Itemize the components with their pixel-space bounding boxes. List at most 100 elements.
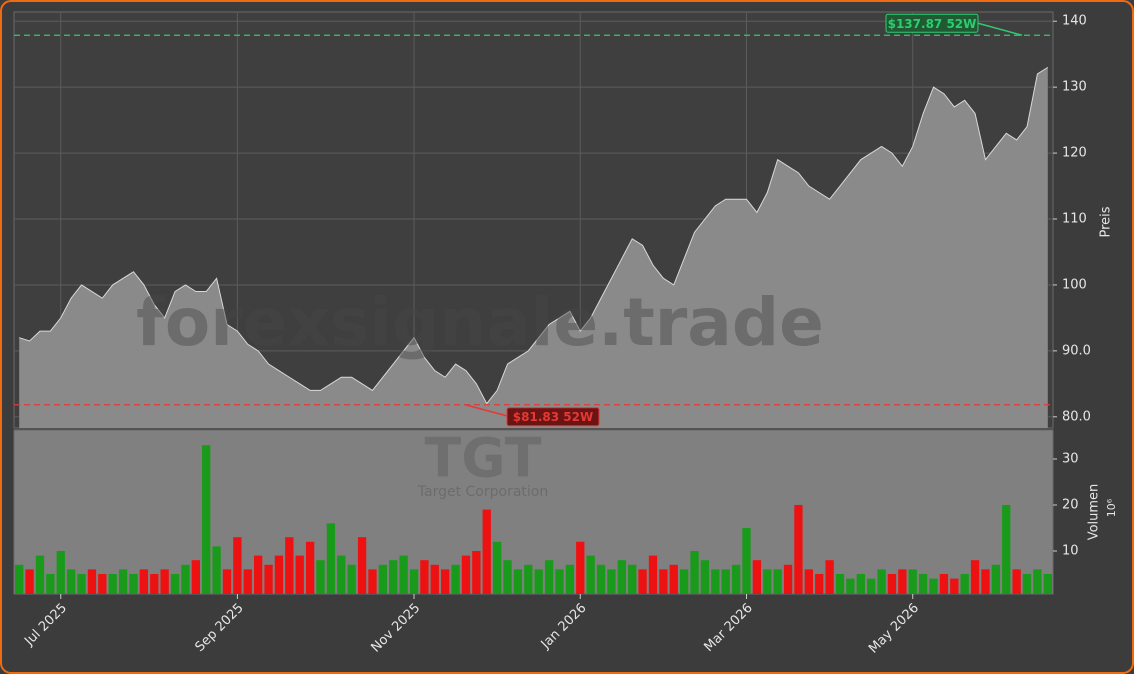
volume-bar <box>139 569 149 594</box>
volume-bar <box>731 564 741 594</box>
volume-bar <box>150 573 159 594</box>
price-line <box>19 66 1049 405</box>
volume-bar <box>887 573 897 594</box>
y-tick-label: 80.0 <box>1062 409 1091 424</box>
annotation-label: $81.83 52W <box>513 410 593 424</box>
volume-bar <box>1002 504 1011 594</box>
volume-bar <box>378 564 388 594</box>
volume-bar <box>233 537 242 594</box>
annotation-arrow <box>977 22 1023 36</box>
volume-bar <box>835 573 845 594</box>
volume-bar <box>35 555 45 594</box>
watermark: forexsignale.trade <box>136 284 824 361</box>
volume-bar <box>254 555 263 594</box>
volume-bar <box>908 569 917 594</box>
volume-bar <box>534 569 543 594</box>
volume-bar <box>877 569 886 594</box>
volume-bar <box>409 569 419 594</box>
y-axis-label: Volumen <box>1087 484 1102 541</box>
volume-bar <box>222 569 232 594</box>
volume-bar <box>804 569 813 594</box>
volume-bar <box>243 569 252 594</box>
volume-bar <box>648 555 658 594</box>
volume-bar <box>898 569 907 594</box>
volume-bar <box>191 560 200 594</box>
volume-bar <box>669 564 678 594</box>
volume-bar <box>773 569 782 594</box>
y-tick-label: 110 <box>1062 212 1087 227</box>
volume-bar <box>929 578 938 594</box>
volume-bar <box>617 560 626 594</box>
volume-bar <box>960 573 969 594</box>
volume-bar <box>950 578 959 594</box>
volume-bar <box>555 569 564 594</box>
volume-bar <box>711 569 720 594</box>
volume-bar <box>939 573 949 594</box>
volume-bar <box>700 560 710 594</box>
volume-bar <box>181 564 190 594</box>
y-tick-label: 100 <box>1062 277 1087 292</box>
volume-bar <box>1012 569 1021 594</box>
y-axis-unit: 10⁶ <box>1105 498 1118 517</box>
volume-bar <box>628 564 637 594</box>
volume-bar <box>56 550 65 594</box>
volume-bar <box>160 569 169 594</box>
y-tick-label: 10 <box>1062 543 1079 558</box>
volume-bar <box>763 569 772 594</box>
volume-bar <box>638 569 647 594</box>
volume-bar <box>98 573 107 594</box>
volume-bar <box>66 569 76 594</box>
volume-bar <box>295 555 304 594</box>
volume-bar <box>337 555 346 594</box>
volume-bar <box>918 573 928 594</box>
volume-bar <box>544 560 554 594</box>
volume-bar <box>1022 573 1032 594</box>
subtitle: Target Corporation <box>417 484 548 500</box>
volume-bar <box>25 569 34 594</box>
annotation-box <box>506 407 600 427</box>
volume-bar <box>482 509 491 594</box>
volume-bar <box>794 504 803 594</box>
y-tick-label: 120 <box>1062 146 1087 161</box>
volume-bar <box>326 523 336 594</box>
volume-bar <box>357 537 367 594</box>
volume-bar <box>46 573 55 594</box>
volume-bar <box>430 564 439 594</box>
annotation-box <box>885 13 979 33</box>
volume-bar <box>368 569 377 594</box>
volume-bar <box>679 569 689 594</box>
volume-bar <box>420 560 429 594</box>
volume-bar <box>596 564 606 594</box>
volume-bar <box>264 564 273 594</box>
volume-bar <box>274 555 284 594</box>
volume-bar <box>492 541 502 594</box>
volume-bar <box>399 555 408 594</box>
volume-bar <box>607 569 616 594</box>
volume-bar <box>77 573 86 594</box>
y-axis-label: Preis <box>1099 206 1114 237</box>
volume-bar <box>316 560 325 594</box>
y-tick-label: 140 <box>1062 14 1087 29</box>
volume-bar <box>389 560 398 594</box>
volume-bar <box>285 537 294 594</box>
volume-bar <box>856 573 865 594</box>
volume-bar <box>170 573 180 594</box>
volume-bar <box>752 560 762 594</box>
volume-bar <box>991 564 1001 594</box>
volume-bar <box>503 560 512 594</box>
volume-bar <box>825 560 834 594</box>
volume-bar <box>721 569 730 594</box>
volume-bar <box>659 569 668 594</box>
volume-bar <box>108 573 117 594</box>
volume-bar <box>846 578 855 594</box>
y-tick-label: 20 <box>1062 497 1079 512</box>
volume-bar <box>690 550 699 594</box>
volume-bar <box>742 527 751 594</box>
volume-bar <box>451 564 460 594</box>
volume-bar <box>347 564 356 594</box>
volume-bar <box>815 573 824 594</box>
volume-bar <box>15 564 24 594</box>
volume-bar <box>305 541 315 594</box>
annotation-label: $137.87 52W <box>888 17 977 31</box>
